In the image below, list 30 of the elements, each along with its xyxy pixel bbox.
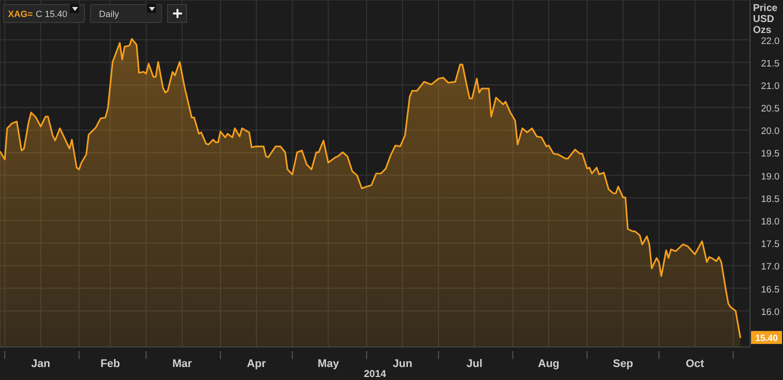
y-tick-label: 21.0 (761, 80, 780, 92)
y-tick-label: 17.5 (761, 239, 780, 250)
y-tick-label: 19.0 (761, 171, 780, 182)
annotation: 15.40 (755, 332, 778, 343)
annotation: XAG= (8, 8, 33, 18)
x-tick-label: Oct (686, 358, 704, 370)
x-tick-label: Jan (31, 358, 50, 370)
y-tick-label: 20.5 (761, 104, 780, 115)
y-tick-label: 19.5 (761, 148, 780, 160)
x-tick-label: Aug (538, 358, 560, 370)
x-tick-label: Apr (246, 358, 267, 370)
y-tick-label: 18.5 (761, 194, 780, 205)
y-tick-label: 16.0 (761, 306, 780, 318)
ticker-field: XAG= C 15.40 (3, 4, 85, 23)
y-tick-label: 16.5 (761, 284, 780, 296)
y-tick-label: 17.0 (761, 262, 780, 273)
annotation: C 15.40 (36, 8, 68, 18)
x-tick-label: May (318, 358, 340, 370)
x-axis-title: 2014 (364, 369, 387, 380)
x-tick-label: Sep (612, 358, 634, 370)
x-tick-label: Mar (172, 358, 193, 370)
y-axis-title: Price USD Ozs (753, 3, 778, 36)
y-tick-label: 22.0 (761, 36, 780, 47)
y-tick-label: 21.5 (761, 58, 780, 70)
y-tick-label: 18.0 (761, 216, 780, 228)
y-tick-label: 20.0 (761, 126, 780, 138)
x-tick-label: Feb (100, 358, 120, 370)
x-tick-label: Jul (466, 358, 482, 370)
interval-field: Daily (90, 4, 162, 23)
x-tick-label: Jun (392, 358, 413, 370)
